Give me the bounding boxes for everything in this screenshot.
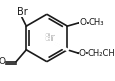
Text: Br: Br (43, 33, 54, 43)
Text: O: O (78, 49, 85, 58)
Text: O: O (79, 18, 86, 27)
Text: Br: Br (17, 7, 27, 17)
Text: Br: Br (43, 33, 54, 43)
Text: O: O (0, 57, 5, 66)
Text: CH₃: CH₃ (87, 18, 103, 27)
Text: CH₂CH₃: CH₂CH₃ (86, 49, 115, 58)
